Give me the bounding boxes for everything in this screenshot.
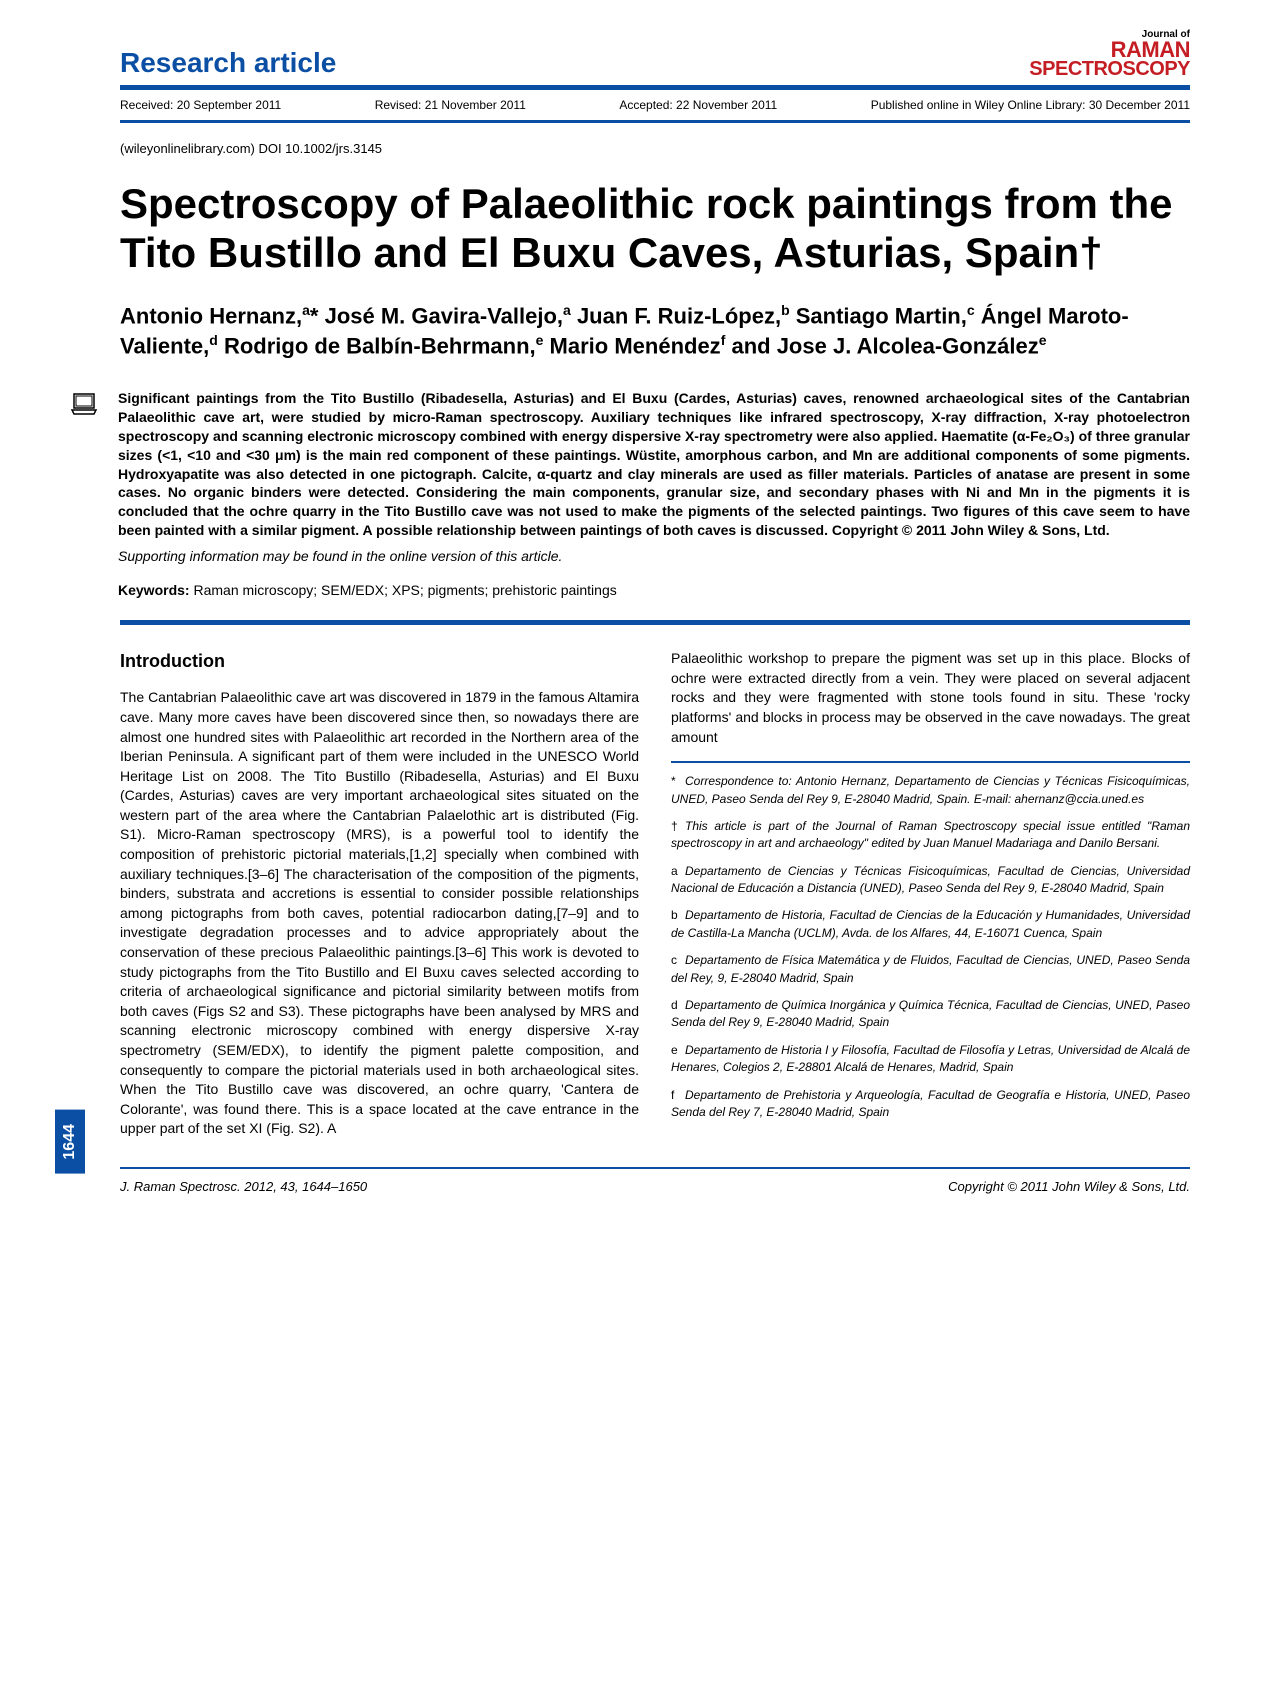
rule-abstract: [120, 620, 1190, 625]
online-icon: [70, 392, 98, 421]
footer-citation: J. Raman Spectrosc. 2012, 43, 1644–1650: [120, 1179, 367, 1194]
intro-text-2: Palaeolithic workshop to prepare the pig…: [671, 649, 1190, 747]
footer-copyright: Copyright © 2011 John Wiley & Sons, Ltd.: [948, 1179, 1190, 1194]
supporting-info: Supporting information may be found in t…: [118, 548, 1190, 564]
footnote-dagger: This article is part of the Journal of R…: [671, 819, 1190, 850]
abstract-text: Significant paintings from the Tito Bust…: [118, 389, 1190, 540]
journal-name-1: RAMAN: [1029, 40, 1190, 61]
footnote-rule: [671, 761, 1190, 763]
keywords: Keywords: Raman microscopy; SEM/EDX; XPS…: [118, 582, 1190, 598]
date-published: Published online in Wiley Online Library…: [871, 98, 1190, 112]
article-title: Spectroscopy of Palaeolithic rock painti…: [120, 180, 1190, 277]
doi: (wileyonlinelibrary.com) DOI 10.1002/jrs…: [120, 141, 1190, 156]
authors: Antonio Hernanz,a* José M. Gavira-Vallej…: [120, 301, 1190, 361]
footnote-b: Departamento de Historia, Facultad de Ci…: [671, 908, 1190, 939]
journal-name-2: SPECTROSCOPY: [1029, 60, 1190, 79]
date-revised: Revised: 21 November 2011: [375, 98, 526, 112]
footnote-a: Departamento de Ciencias y Técnicas Fisi…: [671, 864, 1190, 895]
keywords-label: Keywords:: [118, 582, 190, 598]
intro-heading: Introduction: [120, 649, 639, 674]
intro-text-1: The Cantabrian Palaeolithic cave art was…: [120, 688, 639, 1139]
footnotes: *Correspondence to: Antonio Hernanz, Dep…: [671, 773, 1190, 1121]
article-type: Research article: [120, 47, 336, 79]
rule-dates: [120, 120, 1190, 123]
footnote-e: Departamento de Historia I y Filosofía, …: [671, 1043, 1190, 1074]
journal-logo: Journal of RAMAN SPECTROSCOPY: [1029, 30, 1190, 79]
date-accepted: Accepted: 22 November 2011: [619, 98, 777, 112]
keywords-list: Raman microscopy; SEM/EDX; XPS; pigments…: [193, 582, 616, 598]
rule-top: [120, 85, 1190, 90]
footnote-f: Departamento de Prehistoria y Arqueologí…: [671, 1088, 1190, 1119]
date-received: Received: 20 September 2011: [120, 98, 281, 112]
page-number: 1644: [55, 1110, 85, 1174]
body-columns: Introduction The Cantabrian Palaeolithic…: [120, 649, 1190, 1139]
abstract-block: Significant paintings from the Tito Bust…: [70, 389, 1190, 598]
footer: J. Raman Spectrosc. 2012, 43, 1644–1650 …: [120, 1167, 1190, 1194]
abstract-content: Significant paintings from the Tito Bust…: [118, 389, 1190, 598]
footnote-correspondence: Correspondence to: Antonio Hernanz, Depa…: [671, 774, 1190, 805]
footnote-c: Departamento de Física Matemática y de F…: [671, 953, 1190, 984]
header-row: Research article Journal of RAMAN SPECTR…: [120, 30, 1190, 79]
footnote-d: Departamento de Química Inorgánica y Quí…: [671, 998, 1190, 1029]
column-left: Introduction The Cantabrian Palaeolithic…: [120, 649, 639, 1139]
dates-row: Received: 20 September 2011 Revised: 21 …: [120, 96, 1190, 114]
column-right: Palaeolithic workshop to prepare the pig…: [671, 649, 1190, 1139]
